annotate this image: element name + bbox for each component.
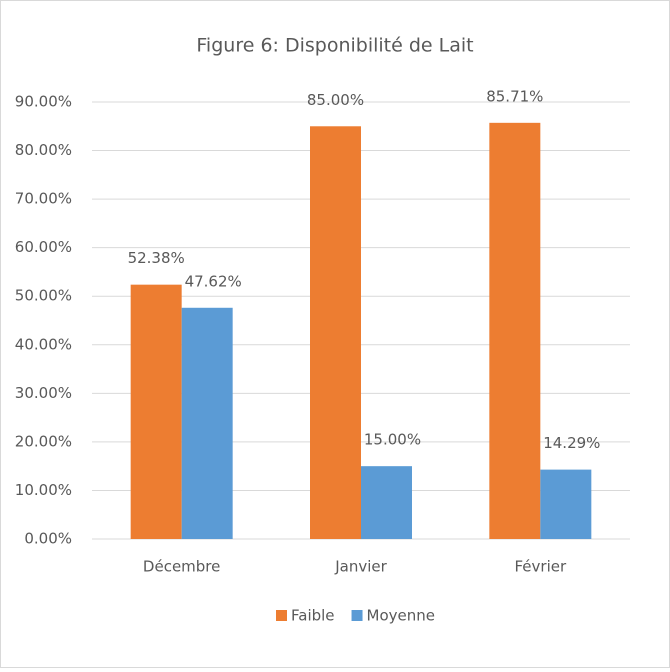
value-label: 15.00% xyxy=(364,431,421,449)
y-tick-label: 80.00% xyxy=(15,141,72,159)
bar xyxy=(489,122,541,540)
y-tick-label: 40.00% xyxy=(15,335,72,353)
x-tick-label: Février xyxy=(515,558,567,576)
y-tick-label: 70.00% xyxy=(15,190,72,208)
y-tick-label: 10.00% xyxy=(15,481,72,499)
value-label: 52.38% xyxy=(128,249,185,267)
y-tick-label: 30.00% xyxy=(15,384,72,402)
legend-label: Faible xyxy=(291,607,335,625)
legend-swatch xyxy=(351,610,363,621)
x-tick-label: Décembre xyxy=(143,558,220,576)
y-tick-label: 20.00% xyxy=(15,432,72,450)
value-label: 85.71% xyxy=(486,87,543,105)
y-tick-label: 60.00% xyxy=(15,238,72,256)
bar xyxy=(181,307,233,539)
bar xyxy=(310,126,361,540)
value-label: 47.62% xyxy=(185,272,242,290)
bar xyxy=(540,469,592,539)
value-label: 14.29% xyxy=(543,434,600,452)
y-tick-label: 50.00% xyxy=(15,287,72,305)
chart-title: Figure 6: Disponibilité de Lait xyxy=(196,35,473,57)
value-label: 85.00% xyxy=(307,91,364,109)
legend-swatch xyxy=(276,610,287,621)
bar xyxy=(361,466,412,539)
legend-label: Moyenne xyxy=(367,607,435,625)
x-tick-label: Janvier xyxy=(334,558,387,576)
y-tick-label: 0.00% xyxy=(24,530,72,548)
y-tick-label: 90.00% xyxy=(15,93,72,111)
bar xyxy=(130,284,182,539)
